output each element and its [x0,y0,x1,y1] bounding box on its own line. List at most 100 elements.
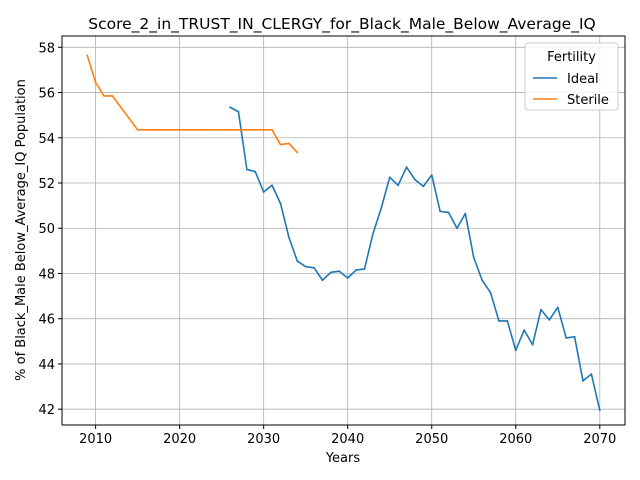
legend-title: Fertility [547,50,596,65]
data-point [523,329,526,331]
data-point [321,279,324,282]
data-point [279,202,282,205]
data-point [170,128,173,131]
data-point [573,335,576,338]
x-tick-label: 2060 [499,432,532,447]
series-layer [86,54,601,412]
plot-frame [61,35,626,426]
data-point [565,337,568,339]
data-point [287,236,290,239]
data-point [355,269,357,271]
data-point [195,128,198,131]
x-tick-label: 2030 [247,432,280,447]
data-point [245,168,248,171]
data-point [212,128,215,131]
data-point [330,271,332,274]
data-point [187,128,189,131]
data-point [405,166,408,169]
data-point [153,128,156,131]
data-point [237,128,240,131]
data-point [456,227,458,230]
data-point [313,266,315,269]
data-point [556,306,559,309]
data-point [178,128,181,131]
data-point [304,265,307,268]
data-point [464,212,467,215]
x-tick-label: 2070 [583,432,616,447]
data-point [103,95,105,97]
data-point [271,184,273,187]
series-points-sterile [86,54,299,154]
data-point [346,277,349,279]
data-point [254,170,257,173]
legend-label-ideal: Ideal [567,72,599,87]
x-axis: 2010 2020 2030 2040 2050 2060 2070 [79,425,616,447]
data-point [380,206,383,209]
data-point [439,210,442,213]
data-point [254,128,257,131]
data-point [136,128,139,131]
data-point [220,128,223,131]
data-point [514,349,517,352]
grid [62,36,625,425]
series-points-ideal [229,106,601,412]
data-point [481,279,484,282]
data-point [203,128,206,131]
y-tick-label: 58 [38,41,55,56]
data-point [271,128,273,131]
data-point [372,232,374,235]
series-line-sterile [86,54,298,154]
data-point [279,143,282,146]
data-point [262,191,265,193]
data-point [338,270,341,273]
data-point [498,320,500,322]
y-tick-label: 50 [38,222,55,237]
data-point [296,260,299,262]
data-point [422,185,425,188]
data-point [363,268,366,270]
data-point [296,151,299,154]
data-point [94,81,97,84]
data-point [397,184,400,187]
data-point [145,128,147,131]
data-point [430,174,433,176]
data-point [111,95,114,97]
x-axis-label: Years [325,451,361,466]
legend-label-sterile: Sterile [567,93,609,108]
y-tick-label: 46 [38,313,55,328]
y-axis-label: % of Black_Male Below_Average_IQ Populat… [14,79,29,381]
data-point [262,128,265,131]
data-point [472,256,475,259]
data-point [531,343,534,346]
data-point [229,128,231,131]
y-tick-label: 44 [38,358,55,373]
x-tick-label: 2010 [79,432,112,447]
y-tick-label: 54 [38,132,55,147]
x-tick-label: 2020 [163,432,196,447]
x-tick-label: 2040 [331,432,364,447]
legend: Fertility Ideal Sterile [524,42,619,111]
data-point [598,409,601,412]
data-point [245,128,248,131]
y-tick-label: 48 [38,267,55,282]
data-point [548,318,551,321]
data-point [540,308,542,311]
data-point [119,106,122,109]
data-point [447,211,450,214]
data-point [161,128,164,131]
data-point [237,110,240,113]
data-point [388,176,391,179]
y-axis: 42 44 46 48 50 52 54 56 58 [38,41,62,418]
y-tick-label: 52 [38,177,55,192]
legend-box [524,42,619,111]
x-tick-label: 2050 [415,432,448,447]
data-point [414,178,416,181]
data-point [582,380,584,382]
y-tick-label: 42 [38,403,55,418]
chart-title: Score_2_in_TRUST_IN_CLERGY_for_Black_Mal… [88,15,595,34]
data-point [229,106,231,109]
data-point [86,54,89,57]
data-point [506,320,509,322]
data-point [489,291,492,294]
